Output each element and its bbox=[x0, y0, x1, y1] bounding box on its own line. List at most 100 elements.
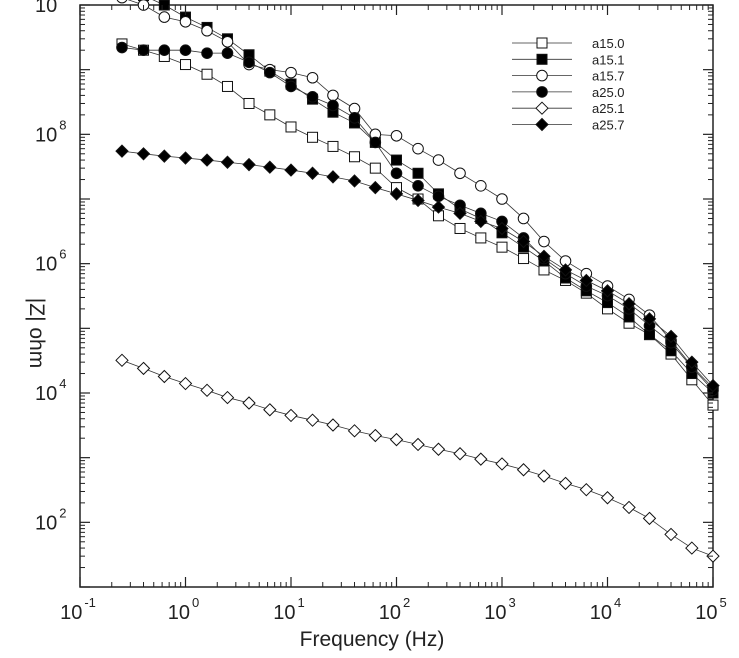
data-point bbox=[221, 47, 234, 59]
data-point bbox=[454, 167, 466, 180]
data-point bbox=[157, 149, 172, 163]
y-tick-label: 1010 bbox=[35, 0, 74, 17]
data-point bbox=[579, 482, 594, 497]
data-point bbox=[453, 447, 467, 461]
data-point bbox=[305, 413, 320, 427]
data-point bbox=[201, 24, 213, 37]
x-tick-label: 10 1 bbox=[273, 595, 304, 624]
data-point bbox=[180, 59, 191, 71]
y-tick-exp: 8 bbox=[59, 117, 66, 132]
data-point bbox=[178, 376, 193, 391]
data-point bbox=[369, 136, 382, 149]
data-point bbox=[179, 44, 192, 57]
series-layer bbox=[115, 0, 720, 563]
data-point bbox=[411, 193, 425, 208]
data-point bbox=[368, 180, 383, 195]
data-point bbox=[327, 140, 339, 152]
data-point bbox=[600, 284, 615, 298]
legend-item: a15.0 bbox=[512, 36, 625, 51]
legend-item: a25.7 bbox=[512, 118, 625, 133]
data-point bbox=[496, 193, 508, 205]
data-point bbox=[642, 511, 657, 526]
data-point bbox=[307, 131, 319, 143]
data-point bbox=[306, 71, 319, 84]
data-point bbox=[221, 80, 233, 92]
x-axis-title: Frequency (Hz) bbox=[300, 628, 445, 651]
data-point bbox=[474, 452, 488, 466]
legend-item: a25.0 bbox=[512, 85, 625, 100]
data-point bbox=[137, 44, 150, 57]
data-point bbox=[285, 66, 297, 79]
data-point bbox=[349, 151, 361, 163]
legend-label: a25.0 bbox=[592, 85, 625, 100]
data-point bbox=[454, 222, 466, 234]
data-point bbox=[537, 469, 551, 483]
x-tick-label: 10 0 bbox=[168, 595, 199, 624]
y-tick-base: 10 bbox=[35, 124, 57, 146]
data-point bbox=[642, 312, 657, 326]
data-point bbox=[431, 200, 446, 214]
data-point bbox=[707, 399, 719, 411]
data-point bbox=[495, 457, 509, 471]
legend-label: a15.0 bbox=[592, 36, 625, 51]
data-point bbox=[685, 541, 699, 555]
data-point bbox=[347, 174, 362, 188]
data-point bbox=[158, 44, 171, 57]
legend-marker bbox=[536, 69, 548, 82]
data-point bbox=[285, 121, 297, 133]
data-point bbox=[136, 361, 151, 376]
data-point bbox=[326, 170, 340, 184]
data-point bbox=[326, 418, 340, 432]
data-point bbox=[348, 112, 361, 124]
data-point bbox=[391, 154, 402, 166]
data-point bbox=[412, 180, 424, 192]
data-point bbox=[201, 68, 213, 80]
data-point bbox=[284, 163, 298, 177]
data-point bbox=[411, 437, 425, 452]
y-tick-label: 10 8 bbox=[35, 117, 66, 146]
legend-item: a15.7 bbox=[512, 69, 625, 84]
data-point bbox=[243, 56, 255, 69]
y-tick-base: 10 bbox=[35, 512, 57, 534]
data-point bbox=[390, 129, 403, 142]
series-a25.1 bbox=[115, 353, 720, 563]
data-point bbox=[516, 463, 531, 477]
data-point bbox=[284, 408, 298, 423]
x-tick-exp: 3 bbox=[509, 595, 516, 610]
data-point bbox=[558, 263, 573, 277]
data-point bbox=[242, 396, 256, 410]
x-tick-label: 10 5 bbox=[695, 595, 726, 624]
data-point bbox=[201, 47, 213, 59]
data-point bbox=[158, 11, 171, 23]
legend-marker bbox=[535, 101, 549, 115]
data-point bbox=[412, 142, 424, 155]
y-tick-base: 10 bbox=[35, 254, 57, 276]
series-a25.0 bbox=[116, 41, 719, 397]
data-point bbox=[347, 424, 362, 438]
data-point bbox=[116, 0, 128, 4]
data-point bbox=[327, 89, 339, 102]
data-point bbox=[305, 166, 320, 180]
data-point bbox=[453, 206, 467, 221]
x-axis-ticks: 10 -1 10 0 10 1 10 2 10 3 10 4 10 5 bbox=[60, 5, 727, 624]
data-point bbox=[431, 442, 446, 456]
data-point bbox=[390, 167, 403, 180]
legend-item: a25.1 bbox=[512, 101, 625, 116]
x-tick-base: 10 bbox=[168, 602, 190, 624]
x-tick-exp: 1 bbox=[298, 595, 305, 610]
data-point bbox=[516, 234, 531, 249]
x-tick-base: 10 bbox=[379, 602, 401, 624]
data-point bbox=[242, 157, 256, 172]
y-tick-exp: 6 bbox=[59, 247, 66, 262]
data-point bbox=[622, 297, 636, 311]
data-point bbox=[220, 390, 235, 405]
y-axis-title: |Z| ohm bbox=[25, 298, 48, 368]
data-point bbox=[116, 41, 128, 54]
x-tick-exp: 4 bbox=[614, 595, 621, 610]
data-point bbox=[264, 66, 276, 79]
data-point bbox=[136, 147, 151, 161]
data-point bbox=[706, 378, 720, 393]
data-point bbox=[474, 214, 488, 229]
